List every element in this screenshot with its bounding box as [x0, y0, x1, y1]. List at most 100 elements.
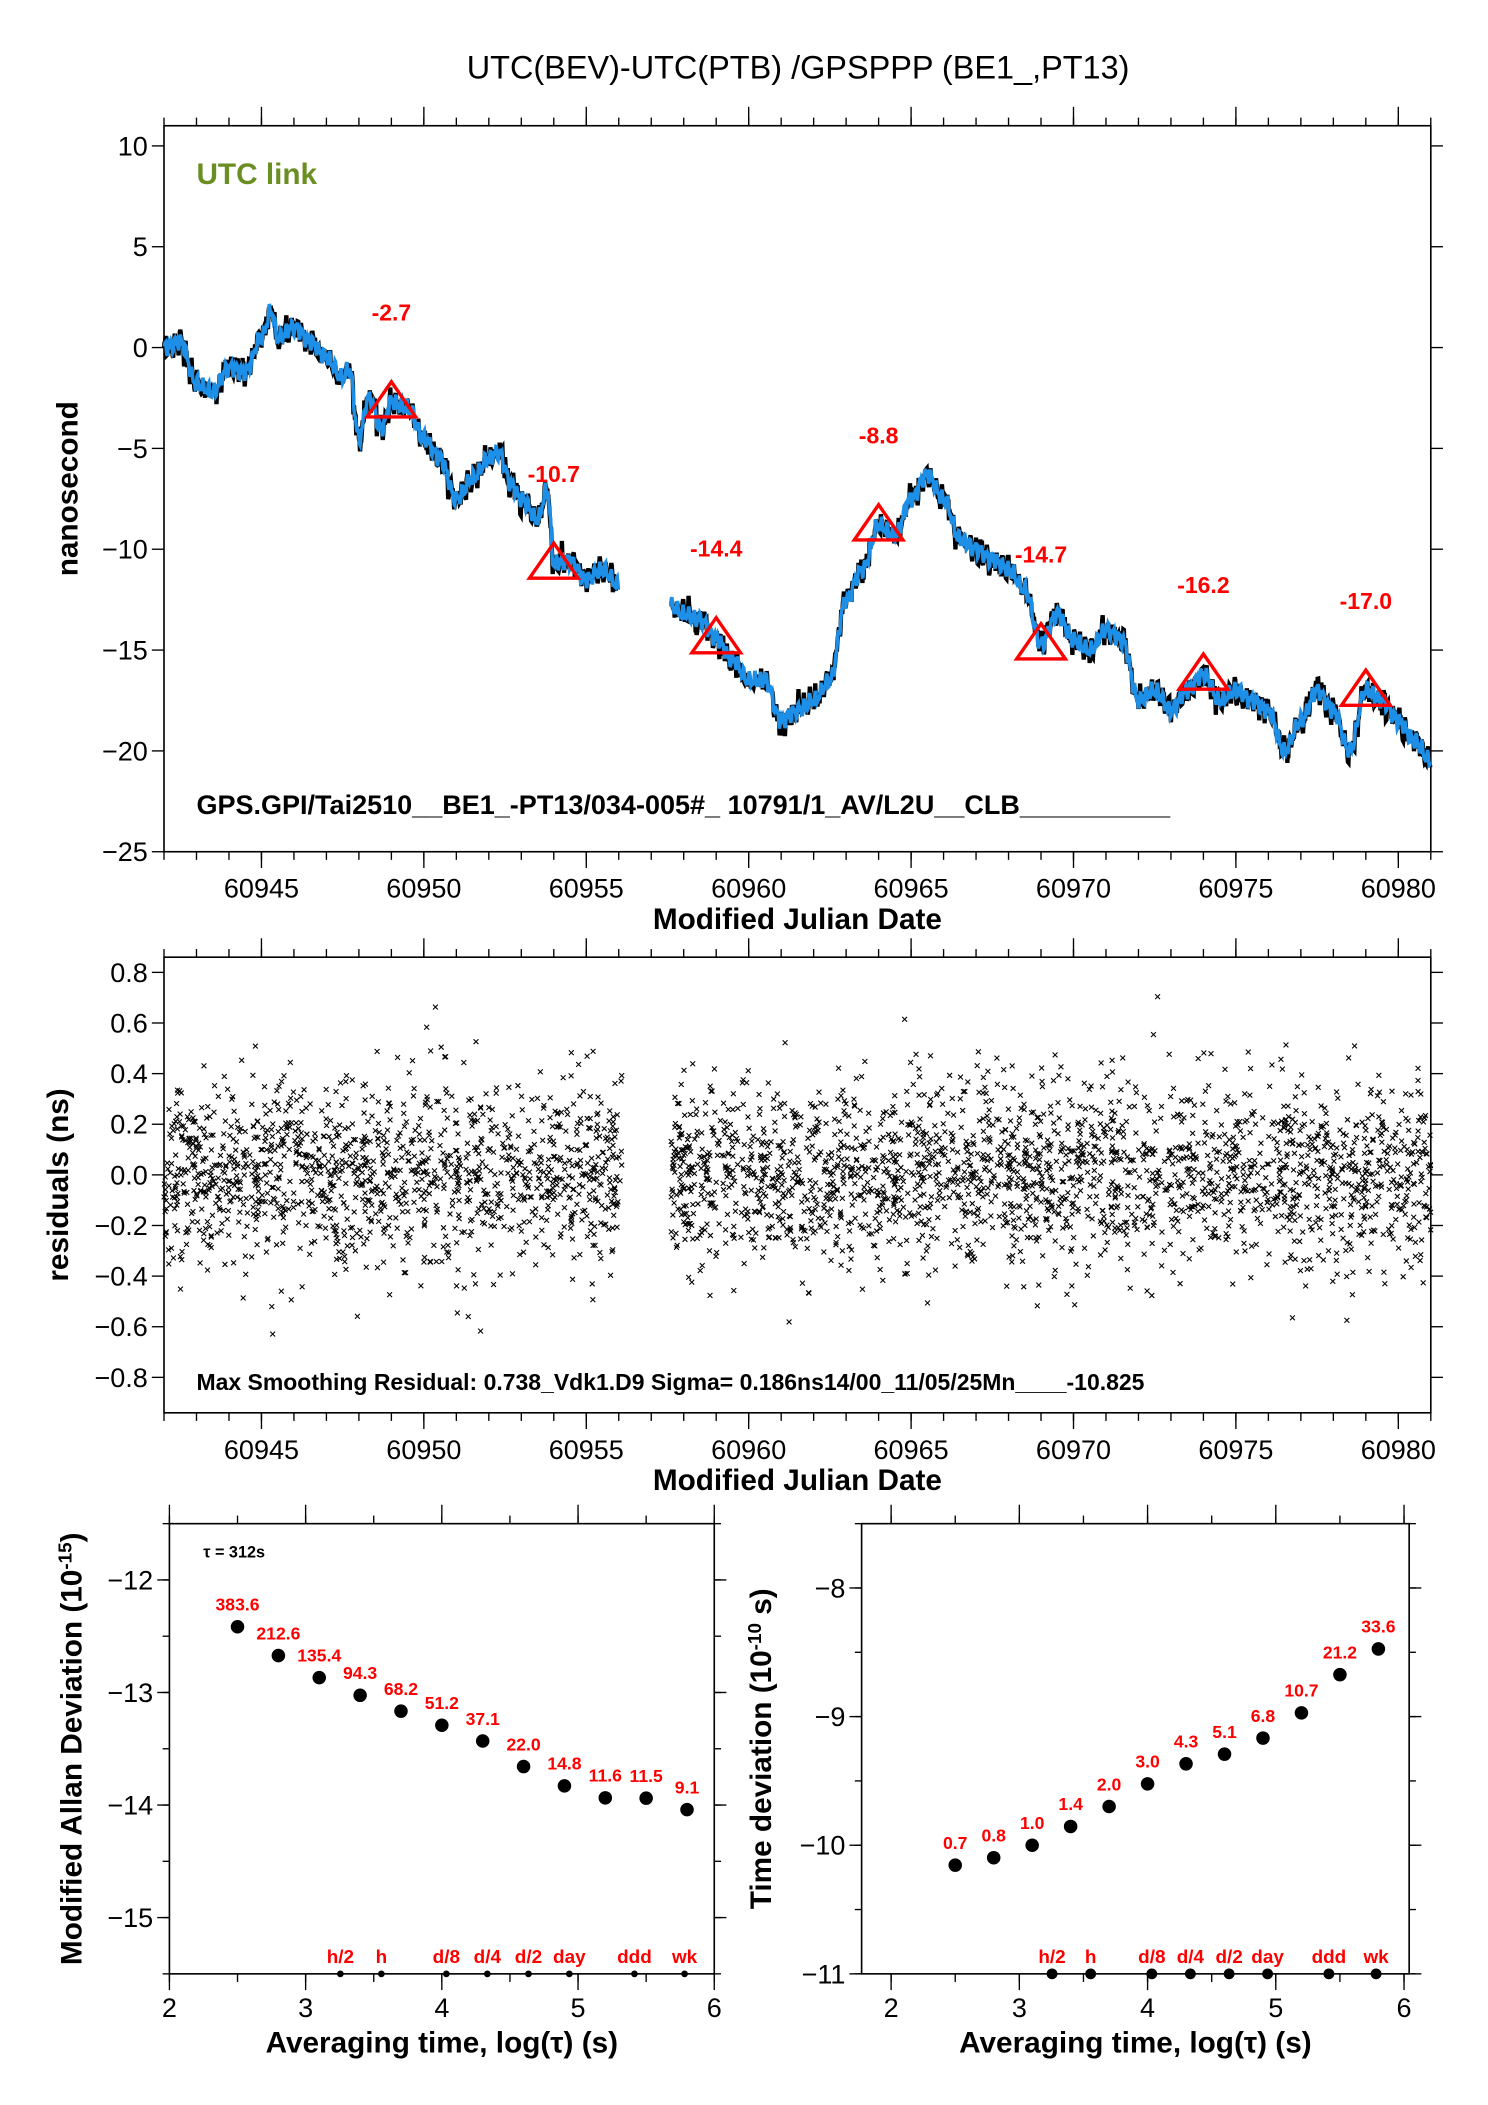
residual-point: [1297, 1127, 1303, 1134]
residual-point: [341, 1253, 348, 1260]
residual-point: [216, 1204, 223, 1211]
residual-point: [196, 1227, 203, 1234]
residual-point: [975, 1212, 981, 1219]
time-mark-label: d/8: [433, 1947, 460, 1968]
residual-point: [527, 1175, 533, 1182]
residual-point: [684, 1136, 691, 1143]
residual-point: [933, 1171, 939, 1178]
residual-point: [537, 1168, 544, 1175]
residual-point: [760, 1190, 767, 1197]
residual-point: [1381, 1269, 1387, 1276]
residual-point: [890, 1200, 897, 1207]
residual-point: [1245, 1049, 1252, 1055]
residual-point: [254, 1118, 261, 1125]
residual-point: [1377, 1157, 1383, 1164]
residual-point: [865, 1164, 872, 1171]
residual-point: [593, 1161, 599, 1168]
residual-info-footer: Max Smoothing Residual: 0.738_Vdk1.D9 Si…: [196, 1369, 1144, 1395]
residual-point: [1065, 1126, 1071, 1133]
residual-point: [761, 1244, 767, 1251]
residual-point: [182, 1127, 189, 1133]
residual-point: [1156, 1167, 1162, 1174]
residual-point: [411, 1085, 417, 1092]
residual-point: [1053, 1158, 1060, 1165]
residual-point: [576, 1181, 583, 1188]
residual-point: [927, 1053, 934, 1059]
residual-point: [255, 1134, 261, 1141]
residual-point: [1123, 1118, 1130, 1125]
residual-point: [1418, 1237, 1425, 1243]
residual-point: [339, 1157, 345, 1164]
residual-point: [722, 1131, 728, 1137]
residual-point: [351, 1209, 357, 1215]
residual-point: [354, 1179, 360, 1185]
residual-point: [536, 1175, 542, 1181]
residual-point: [1056, 1072, 1062, 1079]
time-mark-label: day: [1251, 1947, 1284, 1968]
residual-point: [805, 1289, 812, 1296]
residual-point: [184, 1229, 191, 1235]
smoothed-trace: [162, 303, 621, 592]
residual-point: [857, 1142, 864, 1148]
residual-point: [274, 1087, 280, 1094]
residual-point: [433, 1258, 440, 1265]
residual-point: [817, 1149, 824, 1155]
residual-point: [612, 1177, 619, 1183]
residual-point: [1025, 1162, 1031, 1169]
residual-point: [250, 1204, 256, 1211]
residual-point: [1369, 1203, 1375, 1209]
residual-point: [1170, 1085, 1177, 1092]
residual-point: [1321, 1105, 1328, 1111]
residual-point: [1071, 1301, 1078, 1308]
residual-point: [1075, 1119, 1082, 1126]
residual-point: [169, 1187, 176, 1194]
residual-point: [524, 1182, 531, 1189]
residual-point: [466, 1197, 473, 1204]
residual-point: [1289, 1314, 1296, 1321]
residual-point: [316, 1145, 322, 1152]
residual-point: [995, 1183, 1001, 1190]
residual-point: [885, 1170, 891, 1176]
residual-point: [809, 1184, 816, 1190]
residual-point: [1364, 1254, 1371, 1261]
deviation-point: [1371, 1642, 1386, 1656]
residual-point: [698, 1154, 705, 1161]
residual-point: [1149, 1176, 1156, 1183]
residual-point: [562, 1183, 568, 1189]
residual-point: [964, 1079, 971, 1085]
residual-point: [403, 1200, 410, 1206]
residual-point: [355, 1164, 362, 1171]
residual-point: [1252, 1206, 1259, 1212]
residual-point: [857, 1107, 863, 1114]
residual-point: [828, 1257, 834, 1264]
residual-point: [1344, 1317, 1350, 1324]
residual-point: [607, 1179, 613, 1186]
residual-point: [803, 1235, 810, 1242]
residual-point: [669, 1186, 675, 1193]
residual-point: [1019, 1258, 1026, 1265]
residual-point: [1291, 1194, 1297, 1200]
residual-point: [1307, 1146, 1313, 1153]
residual-point: [375, 1218, 382, 1225]
x-tick-label: 60955: [549, 1435, 624, 1465]
residual-point: [965, 1156, 972, 1163]
residual-point: [1043, 1185, 1050, 1192]
residual-point: [676, 1135, 683, 1141]
residual-point: [1363, 1127, 1369, 1134]
residual-point: [1343, 1247, 1349, 1254]
residual-point: [286, 1146, 293, 1153]
residual-point: [1216, 1134, 1223, 1140]
residual-point: [675, 1150, 682, 1156]
residual-point: [964, 1148, 971, 1155]
residual-point: [554, 1211, 561, 1217]
residual-point: [573, 1126, 580, 1133]
residual-point: [1398, 1174, 1405, 1180]
residual-point: [1134, 1194, 1141, 1200]
residual-point: [387, 1233, 394, 1240]
residual-point: [1402, 1090, 1409, 1097]
residual-point: [1282, 1181, 1288, 1188]
residual-point: [210, 1132, 216, 1138]
residual-point: [912, 1197, 918, 1203]
residual-point: [1312, 1146, 1318, 1152]
residual-point: [1176, 1113, 1182, 1119]
